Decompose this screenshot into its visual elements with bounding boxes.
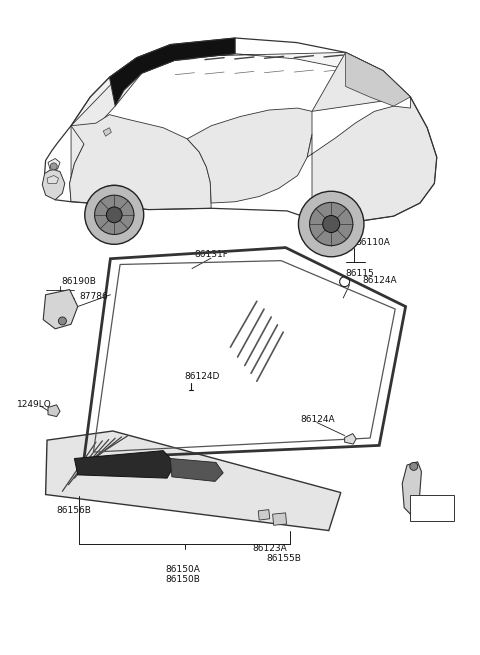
Polygon shape: [74, 451, 175, 478]
Polygon shape: [103, 128, 111, 136]
Polygon shape: [109, 38, 235, 106]
Text: 86110A: 86110A: [355, 238, 390, 247]
Polygon shape: [273, 513, 287, 525]
Text: 86155B: 86155B: [266, 554, 301, 563]
Circle shape: [59, 317, 66, 325]
Polygon shape: [70, 115, 211, 210]
Circle shape: [323, 215, 340, 233]
Text: 86124A: 86124A: [300, 415, 335, 424]
Polygon shape: [187, 108, 312, 203]
Circle shape: [299, 191, 364, 257]
Text: 86115: 86115: [346, 269, 374, 278]
Circle shape: [95, 195, 134, 234]
Polygon shape: [345, 434, 356, 444]
Polygon shape: [137, 52, 410, 97]
Text: 1249LQ: 1249LQ: [17, 400, 51, 409]
Polygon shape: [48, 159, 60, 170]
Text: 86131F: 86131F: [194, 250, 228, 259]
Text: 86180: 86180: [417, 509, 445, 518]
Circle shape: [107, 207, 122, 223]
Text: 86150A: 86150A: [165, 565, 200, 574]
Text: 86190B: 86190B: [61, 277, 96, 286]
Circle shape: [85, 185, 144, 244]
Polygon shape: [402, 462, 421, 514]
Text: 86124D: 86124D: [185, 372, 220, 381]
Text: 86156B: 86156B: [57, 506, 92, 515]
Polygon shape: [170, 458, 223, 481]
Polygon shape: [70, 58, 142, 202]
Polygon shape: [307, 52, 437, 223]
Polygon shape: [71, 58, 137, 130]
Circle shape: [310, 202, 353, 246]
Text: 86150B: 86150B: [165, 574, 200, 584]
Polygon shape: [42, 169, 65, 200]
Polygon shape: [346, 52, 410, 106]
Polygon shape: [46, 431, 341, 531]
Polygon shape: [43, 290, 78, 329]
Circle shape: [410, 462, 418, 470]
Polygon shape: [48, 405, 60, 417]
FancyBboxPatch shape: [410, 495, 454, 521]
Text: 87786: 87786: [417, 498, 445, 508]
Text: 86123A: 86123A: [252, 544, 287, 553]
Text: 87786: 87786: [79, 291, 108, 301]
Text: 86124A: 86124A: [362, 276, 397, 285]
Polygon shape: [47, 176, 59, 183]
Circle shape: [50, 163, 57, 170]
Polygon shape: [258, 510, 270, 520]
